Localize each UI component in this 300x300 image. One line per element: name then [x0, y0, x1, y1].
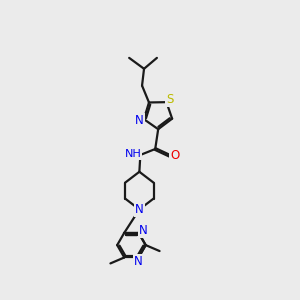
- Text: N: N: [134, 255, 143, 268]
- Text: S: S: [166, 93, 174, 106]
- Text: O: O: [170, 149, 180, 162]
- Text: N: N: [135, 203, 144, 216]
- Text: N: N: [135, 114, 144, 127]
- Text: N: N: [139, 224, 148, 237]
- Text: NH: NH: [124, 149, 141, 159]
